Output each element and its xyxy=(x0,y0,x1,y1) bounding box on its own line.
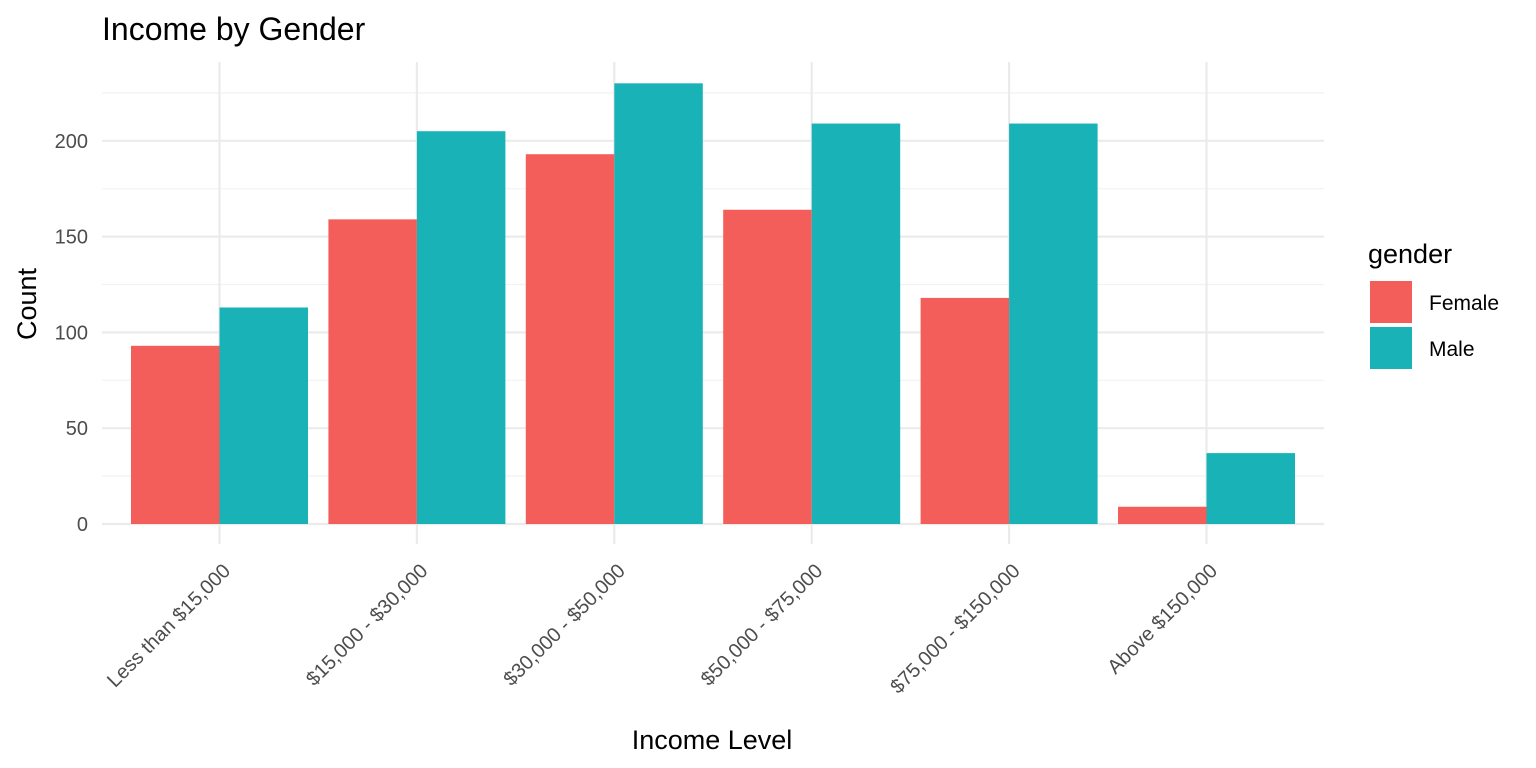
y-tick-label: 100 xyxy=(55,322,88,344)
x-axis-ticks: Less than $15,000 $15,000 - $30,000 $30,00… xyxy=(103,560,1222,698)
x-tick-label: $75,000 - $150,000 xyxy=(886,560,1024,698)
legend-swatch-male xyxy=(1370,327,1412,369)
legend-swatch-female xyxy=(1370,281,1412,323)
bar-female-2 xyxy=(328,219,417,524)
x-tick-label: $15,000 - $30,000 xyxy=(302,560,432,690)
x-axis-title: Income Level xyxy=(632,725,793,755)
bar-male-1 xyxy=(219,307,308,524)
y-tick-label: 200 xyxy=(55,131,88,153)
bars xyxy=(131,83,1295,524)
bar-female-6 xyxy=(1118,506,1207,524)
y-tick-label: 50 xyxy=(66,418,88,440)
legend-title: gender xyxy=(1368,239,1452,269)
legend-label-female: Female xyxy=(1429,292,1499,315)
bar-male-6 xyxy=(1206,453,1295,524)
bar-female-5 xyxy=(920,297,1010,524)
legend-label-male: Male xyxy=(1429,338,1475,361)
bar-male-3 xyxy=(614,83,703,524)
y-axis-ticks: 0 50 100 150 200 xyxy=(55,131,88,536)
bar-male-5 xyxy=(1009,123,1098,524)
bar-male-2 xyxy=(416,131,506,524)
bar-female-1 xyxy=(131,345,220,524)
bar-male-4 xyxy=(811,123,901,524)
bar-female-3 xyxy=(525,154,615,524)
x-tick-label: Less than $15,000 xyxy=(103,560,235,692)
y-tick-label: 0 xyxy=(77,514,88,536)
x-tick-label: Above $150,000 xyxy=(1103,560,1222,679)
y-tick-label: 150 xyxy=(55,227,88,249)
x-tick-label: $50,000 - $75,000 xyxy=(697,560,827,690)
x-tick-label: $30,000 - $50,000 xyxy=(499,560,629,690)
bar-female-4 xyxy=(723,209,812,524)
y-axis-title: Count xyxy=(12,267,42,340)
legend: gender Female Male xyxy=(1368,239,1499,369)
chart-title: Income by Gender xyxy=(102,11,366,47)
